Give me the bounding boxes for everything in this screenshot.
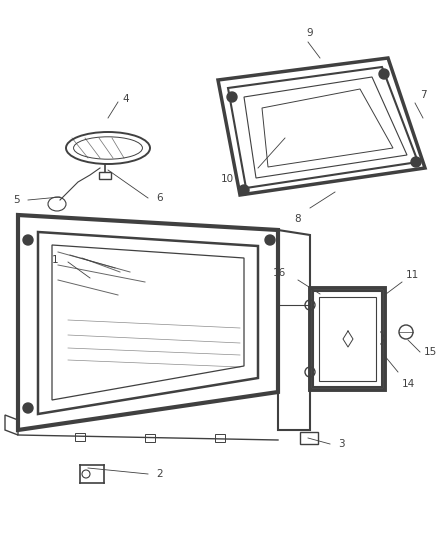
Bar xyxy=(145,434,155,442)
Text: 8: 8 xyxy=(294,214,300,224)
Bar xyxy=(99,172,111,179)
Text: 15: 15 xyxy=(423,347,436,357)
Text: 11: 11 xyxy=(405,270,418,280)
Circle shape xyxy=(265,235,274,245)
Text: 16: 16 xyxy=(272,268,285,278)
Bar xyxy=(299,432,317,444)
Circle shape xyxy=(23,403,33,413)
Circle shape xyxy=(238,185,248,195)
Text: 1: 1 xyxy=(51,255,58,265)
Text: 2: 2 xyxy=(155,469,162,479)
Circle shape xyxy=(378,69,388,79)
Text: 3: 3 xyxy=(337,439,344,449)
Text: 9: 9 xyxy=(306,28,313,38)
Text: 6: 6 xyxy=(155,193,162,203)
Bar xyxy=(215,434,225,442)
Circle shape xyxy=(410,157,420,167)
Text: 4: 4 xyxy=(122,94,128,104)
Text: 10: 10 xyxy=(220,174,233,184)
Circle shape xyxy=(226,92,237,102)
Text: 7: 7 xyxy=(419,90,426,100)
Text: 14: 14 xyxy=(401,379,414,389)
Bar xyxy=(75,433,85,441)
Text: 5: 5 xyxy=(13,195,20,205)
Circle shape xyxy=(23,235,33,245)
